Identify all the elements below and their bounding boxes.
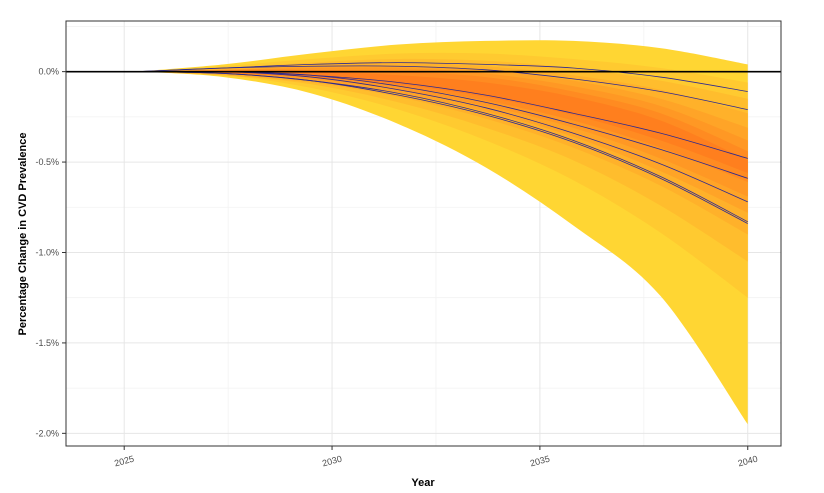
y-tick-label: -1.5% <box>35 338 59 348</box>
fan-band-7 <box>136 69 748 182</box>
y-axis-title: Percentage Change in CVD Prevalence <box>17 133 29 336</box>
y-tick-label: -1.0% <box>35 247 59 257</box>
fan-bands <box>136 40 748 425</box>
series-line-2 <box>136 65 748 111</box>
fan-band-8 <box>136 71 748 173</box>
plot-panel-border <box>65 20 782 447</box>
y-tick-label: -2.0% <box>35 428 59 438</box>
series-line-7 <box>136 71 748 223</box>
y-axis-ticks: 0.0% -0.5% -1.0% -1.5% -2.0% <box>35 67 66 438</box>
y-tick-label: 0.0% <box>38 67 59 77</box>
y-tick-label: -0.5% <box>35 157 59 167</box>
x-axis-title: Year <box>411 477 435 489</box>
